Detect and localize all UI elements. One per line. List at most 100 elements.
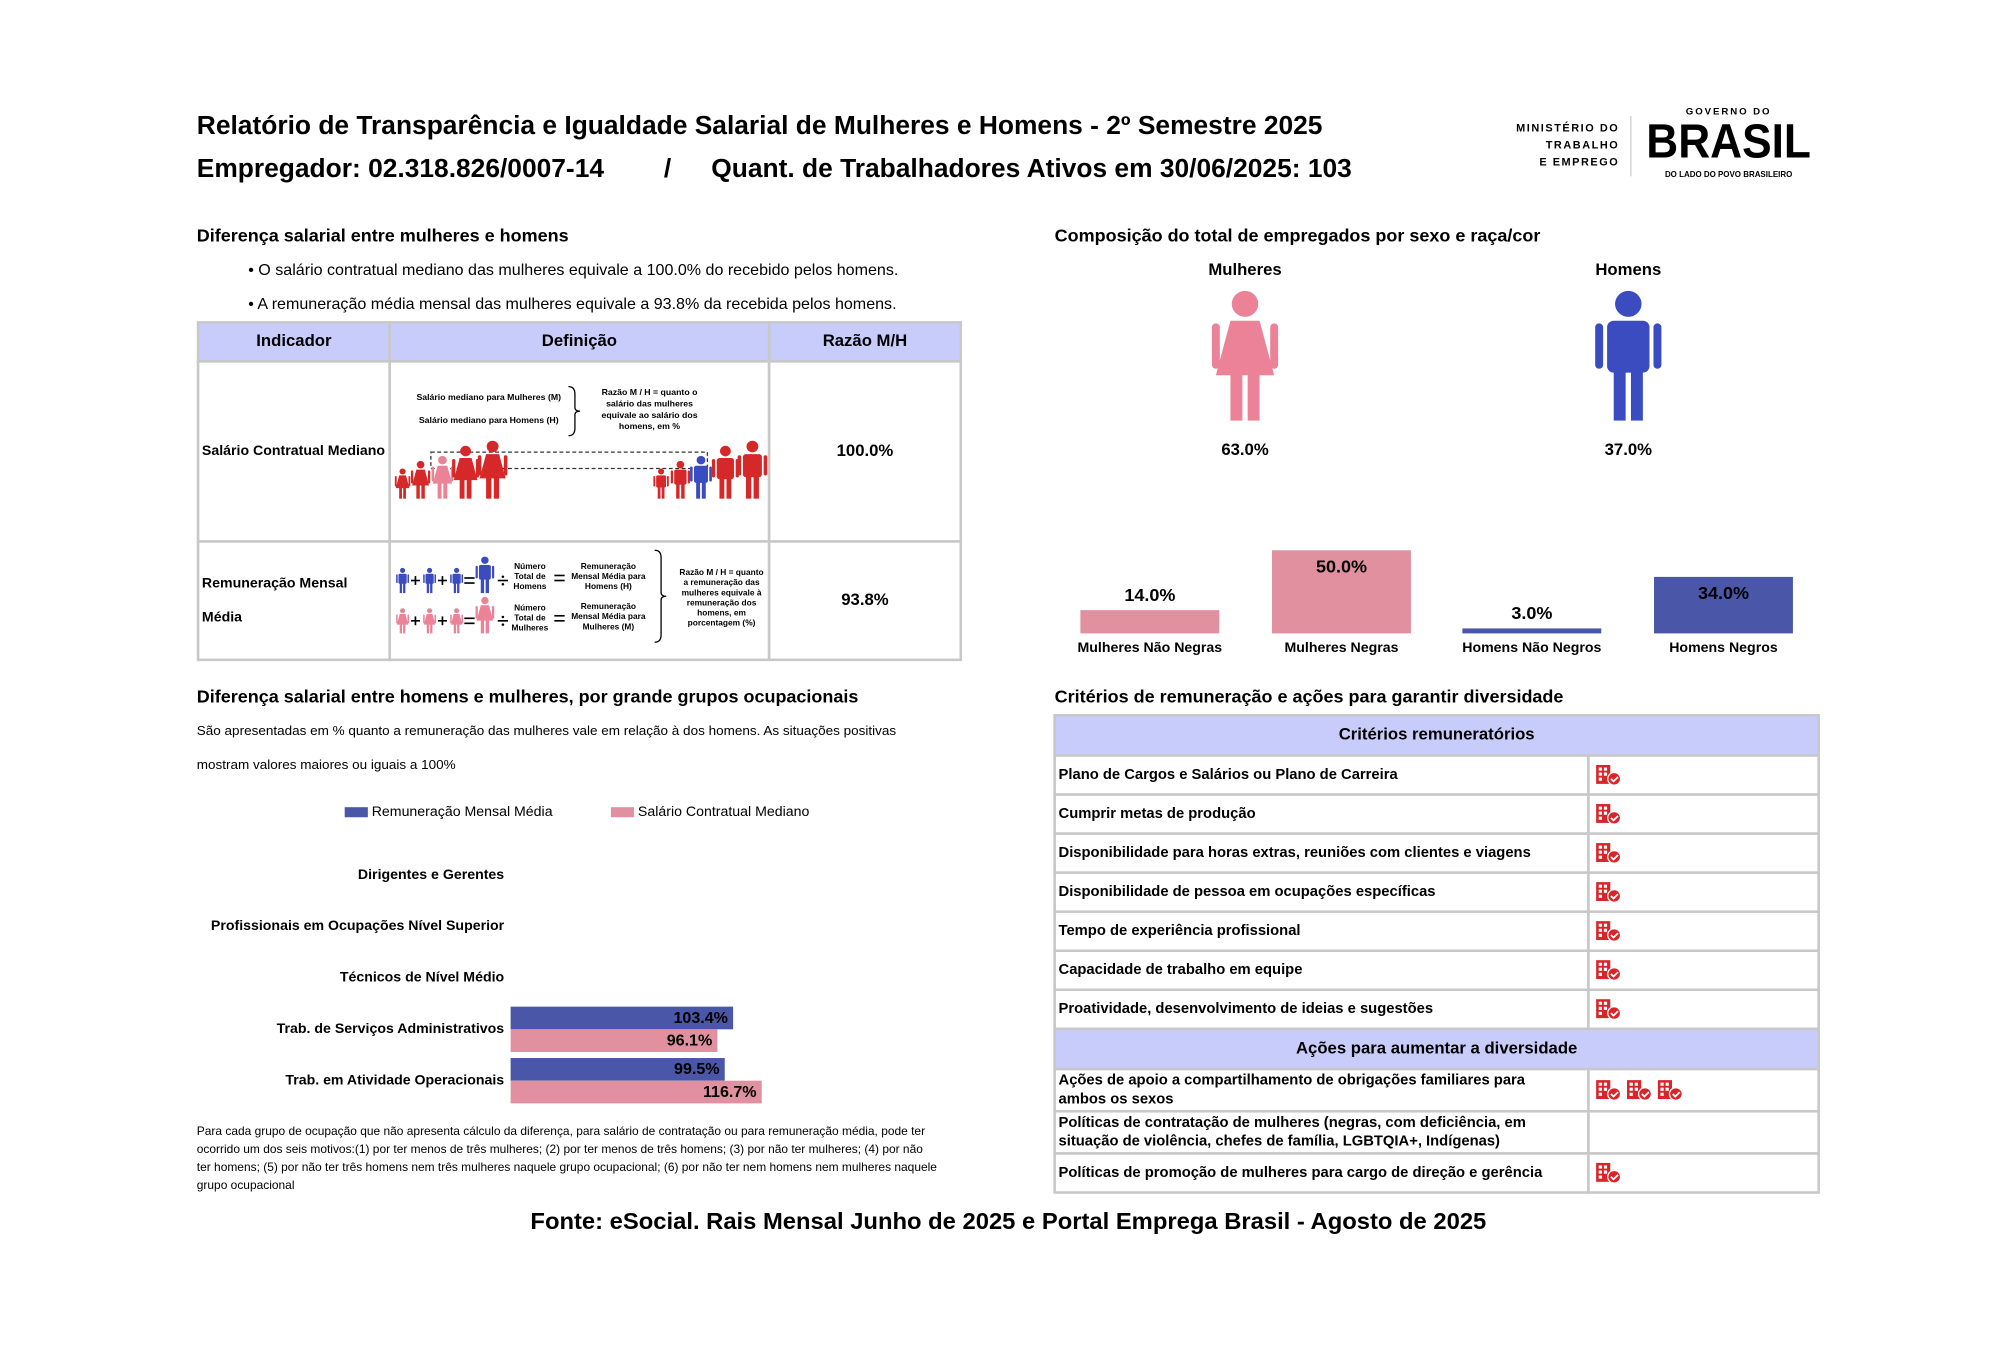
arm [491,565,495,579]
leg [426,623,430,634]
table-cell [388,540,771,662]
bullet: • O salário contratual mediano das mulhe… [248,262,898,279]
leg [480,618,485,634]
arm [475,565,478,579]
leg [403,583,406,594]
window [1598,811,1602,815]
window [1603,850,1608,854]
body [716,457,735,480]
definition-text: Remuneração [581,602,636,611]
window [1598,777,1602,781]
leg [480,578,485,594]
bullet: • A remuneração média mensal das mulhere… [248,296,896,313]
body [425,573,434,584]
table-header: Ações para aumentar a diversidade [1296,1038,1577,1057]
window [1603,1082,1608,1086]
leg [745,475,752,499]
head [486,440,499,453]
definition-text: Mensal Média para [571,572,646,581]
category-label: Homens Não Negros [1462,639,1601,655]
head [454,567,460,573]
bar-value-label: 50.0% [1316,557,1367,577]
table-header: Definição [542,331,617,350]
bar-value-label: 96.1% [667,1033,713,1050]
window [1603,1006,1608,1010]
arm [1595,323,1604,369]
body [450,614,463,625]
arm [396,574,398,584]
pictogram-label: Homens [1595,260,1661,279]
leg [719,477,725,499]
window [1598,1001,1602,1005]
leg [466,477,472,499]
body [423,614,436,625]
category-label: Homens Negros [1669,639,1778,655]
divide-dot [501,575,505,578]
window [1603,1165,1608,1169]
check-circle [1637,1087,1653,1101]
bar [510,1006,734,1030]
arm [1211,323,1220,369]
arm [670,470,674,484]
window [1629,1087,1633,1091]
window [1603,967,1608,971]
arm [423,574,425,584]
table-header: Razão M/H [823,331,907,350]
legend-label: Salário Contratual Mediano [638,803,810,819]
table-cell [1053,1110,1590,1155]
check [1610,815,1619,822]
table-cell [1053,1027,1820,1071]
window [1603,811,1608,815]
head [1231,290,1259,317]
table-cell [1587,949,1820,992]
head [746,440,759,453]
check-circle [1607,967,1622,981]
bar [1462,628,1602,634]
definition-text: Mulheres (M) [583,622,635,631]
table-header: Indicador [256,331,332,350]
government-label: GOVERNO DO [1686,107,1772,118]
table-cell [1053,714,1820,757]
window [1660,1087,1664,1091]
check [1610,1091,1619,1098]
table-cell [1053,754,1590,796]
check-circle [1607,771,1622,786]
table-cell [196,360,391,543]
arm [431,466,435,482]
description: mostram valores maiores ou iguais a 100% [197,757,456,772]
leg [485,578,489,594]
definition-text: Homens (H) [585,582,632,591]
definition-note: Razão M / H = quanto o [602,387,698,397]
window [1598,928,1602,932]
bar [510,1080,762,1104]
leg [403,486,406,499]
bar [510,1029,718,1052]
window [1598,1082,1602,1086]
head [460,445,471,457]
leg [486,475,492,499]
window [1603,1170,1608,1174]
window [1603,806,1608,810]
person-icon [737,440,768,499]
person-icon [690,455,712,499]
window [1598,1165,1602,1169]
window [1598,850,1602,854]
dashed-range [430,451,709,470]
check-circle [1607,810,1622,825]
leg [701,481,706,499]
leg [430,583,433,594]
head [399,468,406,475]
logo-tagline: DO LADO DO POVO BRASILEIRO [1665,170,1792,179]
head [454,608,460,614]
table-cell [1587,832,1820,874]
criterion-icons [1596,1162,1622,1184]
arm [434,574,437,584]
window [1603,884,1608,888]
person-icon [452,445,480,499]
criterion-label: Políticas de contratação de mulheres (ne… [1059,1115,1526,1131]
bar [1080,610,1220,634]
table-cell [1587,793,1820,835]
window [1603,1087,1608,1091]
window [1603,767,1608,771]
